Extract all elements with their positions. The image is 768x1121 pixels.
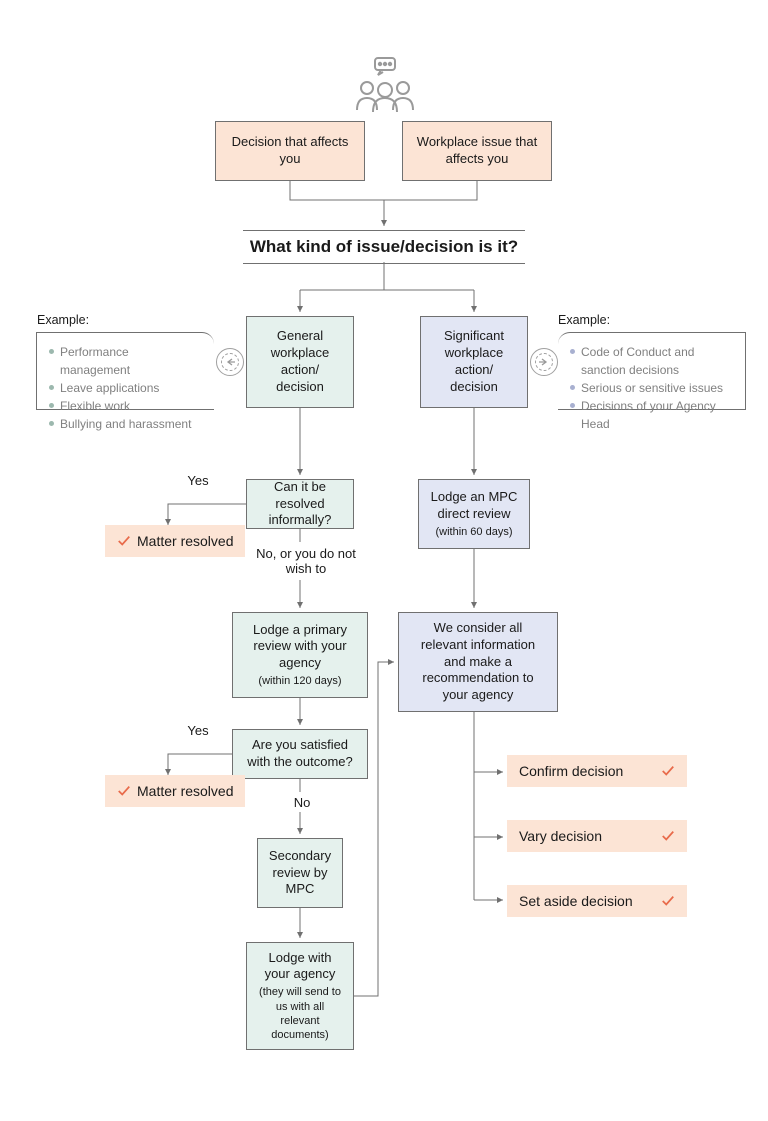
text: What kind of issue/decision is it? [250, 237, 518, 256]
subtext: (within 60 days) [435, 525, 512, 539]
text: Significant workplace action/ decision [431, 328, 517, 396]
check-icon [117, 784, 131, 798]
text: Matter resolved [137, 783, 233, 799]
t: Decisions of your Agency Head [581, 397, 733, 433]
question-bar: What kind of issue/decision is it? [243, 230, 525, 264]
example-title: Example: [558, 313, 610, 327]
text: Vary decision [519, 828, 602, 844]
check-icon [661, 764, 675, 778]
node-confirm: Confirm decision [507, 755, 687, 787]
text: Lodge with your agency [257, 950, 343, 984]
example-item: Serious or sensitive issues [570, 379, 733, 397]
node-primary-review: Lodge a primary review with your agency … [232, 612, 368, 698]
node-informal: Can it be resolved informally? [246, 479, 354, 529]
example-title: Example: [37, 313, 89, 327]
text: General workplace action/ decision [257, 328, 343, 396]
subtext: (they will send to us with all relevant … [257, 985, 343, 1042]
t: Serious or sensitive issues [581, 379, 723, 397]
label-no2: No [290, 795, 314, 810]
node-satisfied: Are you satisfied with the outcome? [232, 729, 368, 779]
text: Can it be resolved informally? [257, 479, 343, 530]
text: Decision that affects you [226, 134, 354, 168]
example-item: Code of Conduct and sanction decisions [570, 343, 733, 379]
node-general: General workplace action/ decision [246, 316, 354, 408]
text: Lodge an MPC direct review [429, 489, 519, 523]
node-decision-affects-you: Decision that affects you [215, 121, 365, 181]
text: Set aside decision [519, 893, 633, 909]
example-item: Leave applications [49, 379, 202, 397]
node-resolved-2: Matter resolved [105, 775, 245, 807]
t: Performance management [60, 343, 202, 379]
text: Are you satisfied with the outcome? [243, 737, 357, 771]
t: Code of Conduct and sanction decisions [581, 343, 733, 379]
text: Lodge a primary review with your agency [243, 622, 357, 673]
example-item: Flexible work [49, 397, 202, 415]
t: Bullying and harassment [60, 415, 191, 433]
node-workplace-issue: Workplace issue that affects you [402, 121, 552, 181]
label-yes2: Yes [183, 723, 213, 738]
check-icon [117, 534, 131, 548]
node-lodge-agency: Lodge with your agency (they will send t… [246, 942, 354, 1050]
people-icon [349, 56, 421, 115]
example-item: Decisions of your Agency Head [570, 397, 733, 433]
node-consider: We consider all relevant information and… [398, 612, 558, 712]
text: We consider all relevant information and… [409, 620, 547, 704]
check-icon [661, 829, 675, 843]
node-resolved-1: Matter resolved [105, 525, 245, 557]
check-icon [661, 894, 675, 908]
example-right: Example: Code of Conduct and sanction de… [558, 332, 746, 410]
t: Leave applications [60, 379, 159, 397]
example-list: Code of Conduct and sanction decisions S… [570, 343, 733, 433]
example-item: Performance management [49, 343, 202, 379]
connector-icon-right [530, 348, 558, 376]
example-left: Example: Performance management Leave ap… [36, 332, 214, 410]
text: Matter resolved [137, 533, 233, 549]
flowchart-lines [0, 0, 768, 1121]
node-vary: Vary decision [507, 820, 687, 852]
node-mpc-direct: Lodge an MPC direct review (within 60 da… [418, 479, 530, 549]
text: Secondary review by MPC [268, 848, 332, 899]
text: Confirm decision [519, 763, 623, 779]
node-significant: Significant workplace action/ decision [420, 316, 528, 408]
label-yes1: Yes [183, 473, 213, 488]
node-secondary: Secondary review by MPC [257, 838, 343, 908]
t: Flexible work [60, 397, 130, 415]
example-list: Performance management Leave application… [49, 343, 202, 433]
label-no1: No, or you do not wish to [256, 546, 356, 576]
text: Workplace issue that affects you [413, 134, 541, 168]
node-setaside: Set aside decision [507, 885, 687, 917]
subtext: (within 120 days) [258, 674, 341, 688]
connector-icon-left [216, 348, 244, 376]
example-item: Bullying and harassment [49, 415, 202, 433]
